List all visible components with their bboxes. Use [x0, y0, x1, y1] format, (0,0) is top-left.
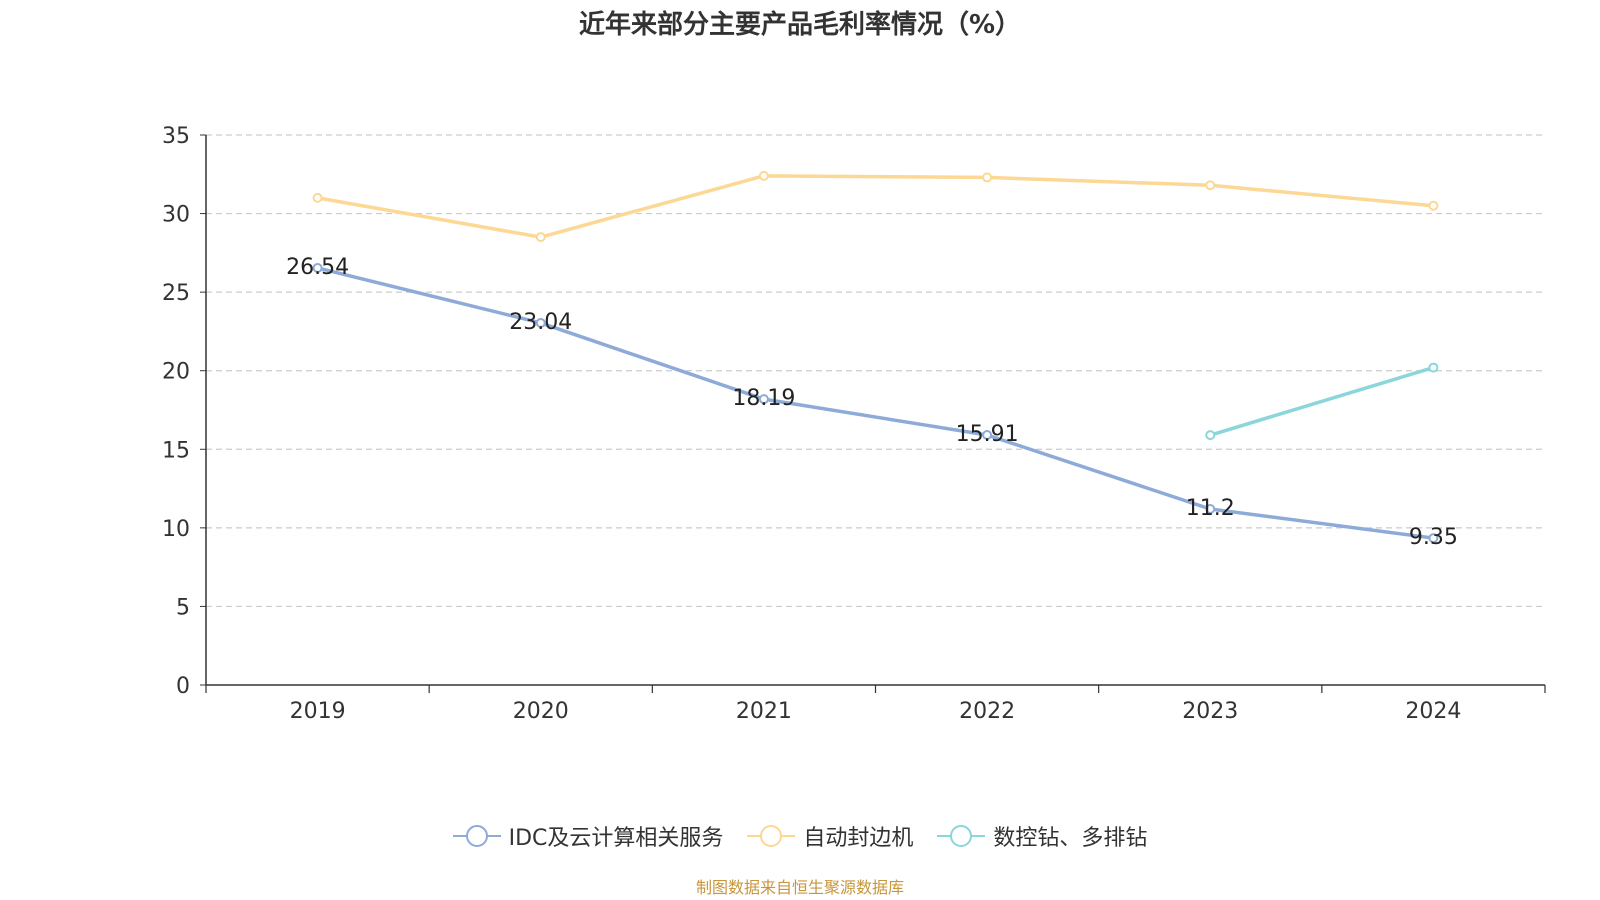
legend-item[interactable]: 数控钻、多排钻: [937, 820, 1147, 852]
data-point: [982, 429, 993, 440]
data-point: [1428, 362, 1439, 373]
data-label: 11.2: [1186, 496, 1235, 521]
y-tick-label: 30: [162, 203, 190, 228]
data-point: [312, 262, 323, 273]
data-point: [1428, 533, 1439, 544]
axes: 0 5 10 15 20 25 30 35 2019 2020 2021 2022 2023 2024: [162, 124, 1546, 724]
data-point: [758, 394, 769, 405]
x-tick-label: 2021: [736, 699, 792, 724]
data-point: [758, 170, 769, 181]
chart-title: 近年来部分主要产品毛利率情况（%）: [578, 10, 1022, 40]
series-line: [317, 266, 1434, 540]
legend-swatch-icon: [937, 825, 986, 847]
legend-swatch-circle: [465, 825, 488, 847]
data-label: 23.04: [509, 310, 572, 335]
x-tick-label: 2023: [1182, 699, 1238, 724]
x-tick-label: 2020: [513, 699, 569, 724]
data-point: [535, 317, 546, 328]
legend-swatch-icon: [452, 825, 501, 847]
data-labels: 26.54 23.04 18.19 15.91 11.2 9.35: [286, 255, 1458, 550]
legend-swatch-circle: [760, 825, 783, 847]
y-tick-label: 15: [162, 438, 190, 463]
grid-lines: [206, 134, 1545, 608]
y-tick-label: 35: [162, 124, 190, 149]
data-label: 18.19: [732, 386, 795, 411]
x-tick-label: 2019: [290, 699, 346, 724]
data-point: [982, 172, 993, 183]
y-tick-label: 0: [176, 674, 190, 699]
y-tick-label: 25: [162, 281, 190, 306]
data-point: [1428, 200, 1439, 211]
legend-label: 数控钻、多排钻: [993, 826, 1148, 851]
data-point: [1205, 504, 1216, 514]
legend-item[interactable]: 自动封边机: [747, 820, 913, 852]
data-point: [535, 232, 546, 243]
legend-label: 自动封边机: [803, 826, 914, 851]
data-label: 15.91: [956, 422, 1019, 447]
x-tick-label: 2024: [1405, 699, 1461, 724]
legend-item[interactable]: IDC及云计算相关服务: [452, 820, 724, 852]
legend-label: IDC及云计算相关服务: [508, 826, 724, 851]
y-tick-label: 10: [162, 517, 190, 542]
y-tick-label: 5: [176, 595, 190, 620]
x-tick-label: 2022: [959, 699, 1015, 724]
y-tick-label: 20: [162, 360, 190, 385]
data-label: 9.35: [1409, 525, 1458, 550]
data-point: [1205, 430, 1216, 441]
data-label: 26.54: [286, 255, 349, 280]
series: [312, 170, 1439, 544]
series-line: [317, 174, 1434, 239]
legend-swatch-icon: [747, 825, 796, 847]
legend-swatch-circle: [950, 825, 973, 847]
data-point: [1205, 180, 1216, 191]
source-note: 制图数据来自恒生聚源数据库: [695, 878, 904, 897]
data-point: [312, 192, 323, 203]
legend: IDC及云计算相关服务 自动封边机 数控钻、多排钻: [0, 820, 1600, 852]
series-line: [1209, 365, 1434, 437]
